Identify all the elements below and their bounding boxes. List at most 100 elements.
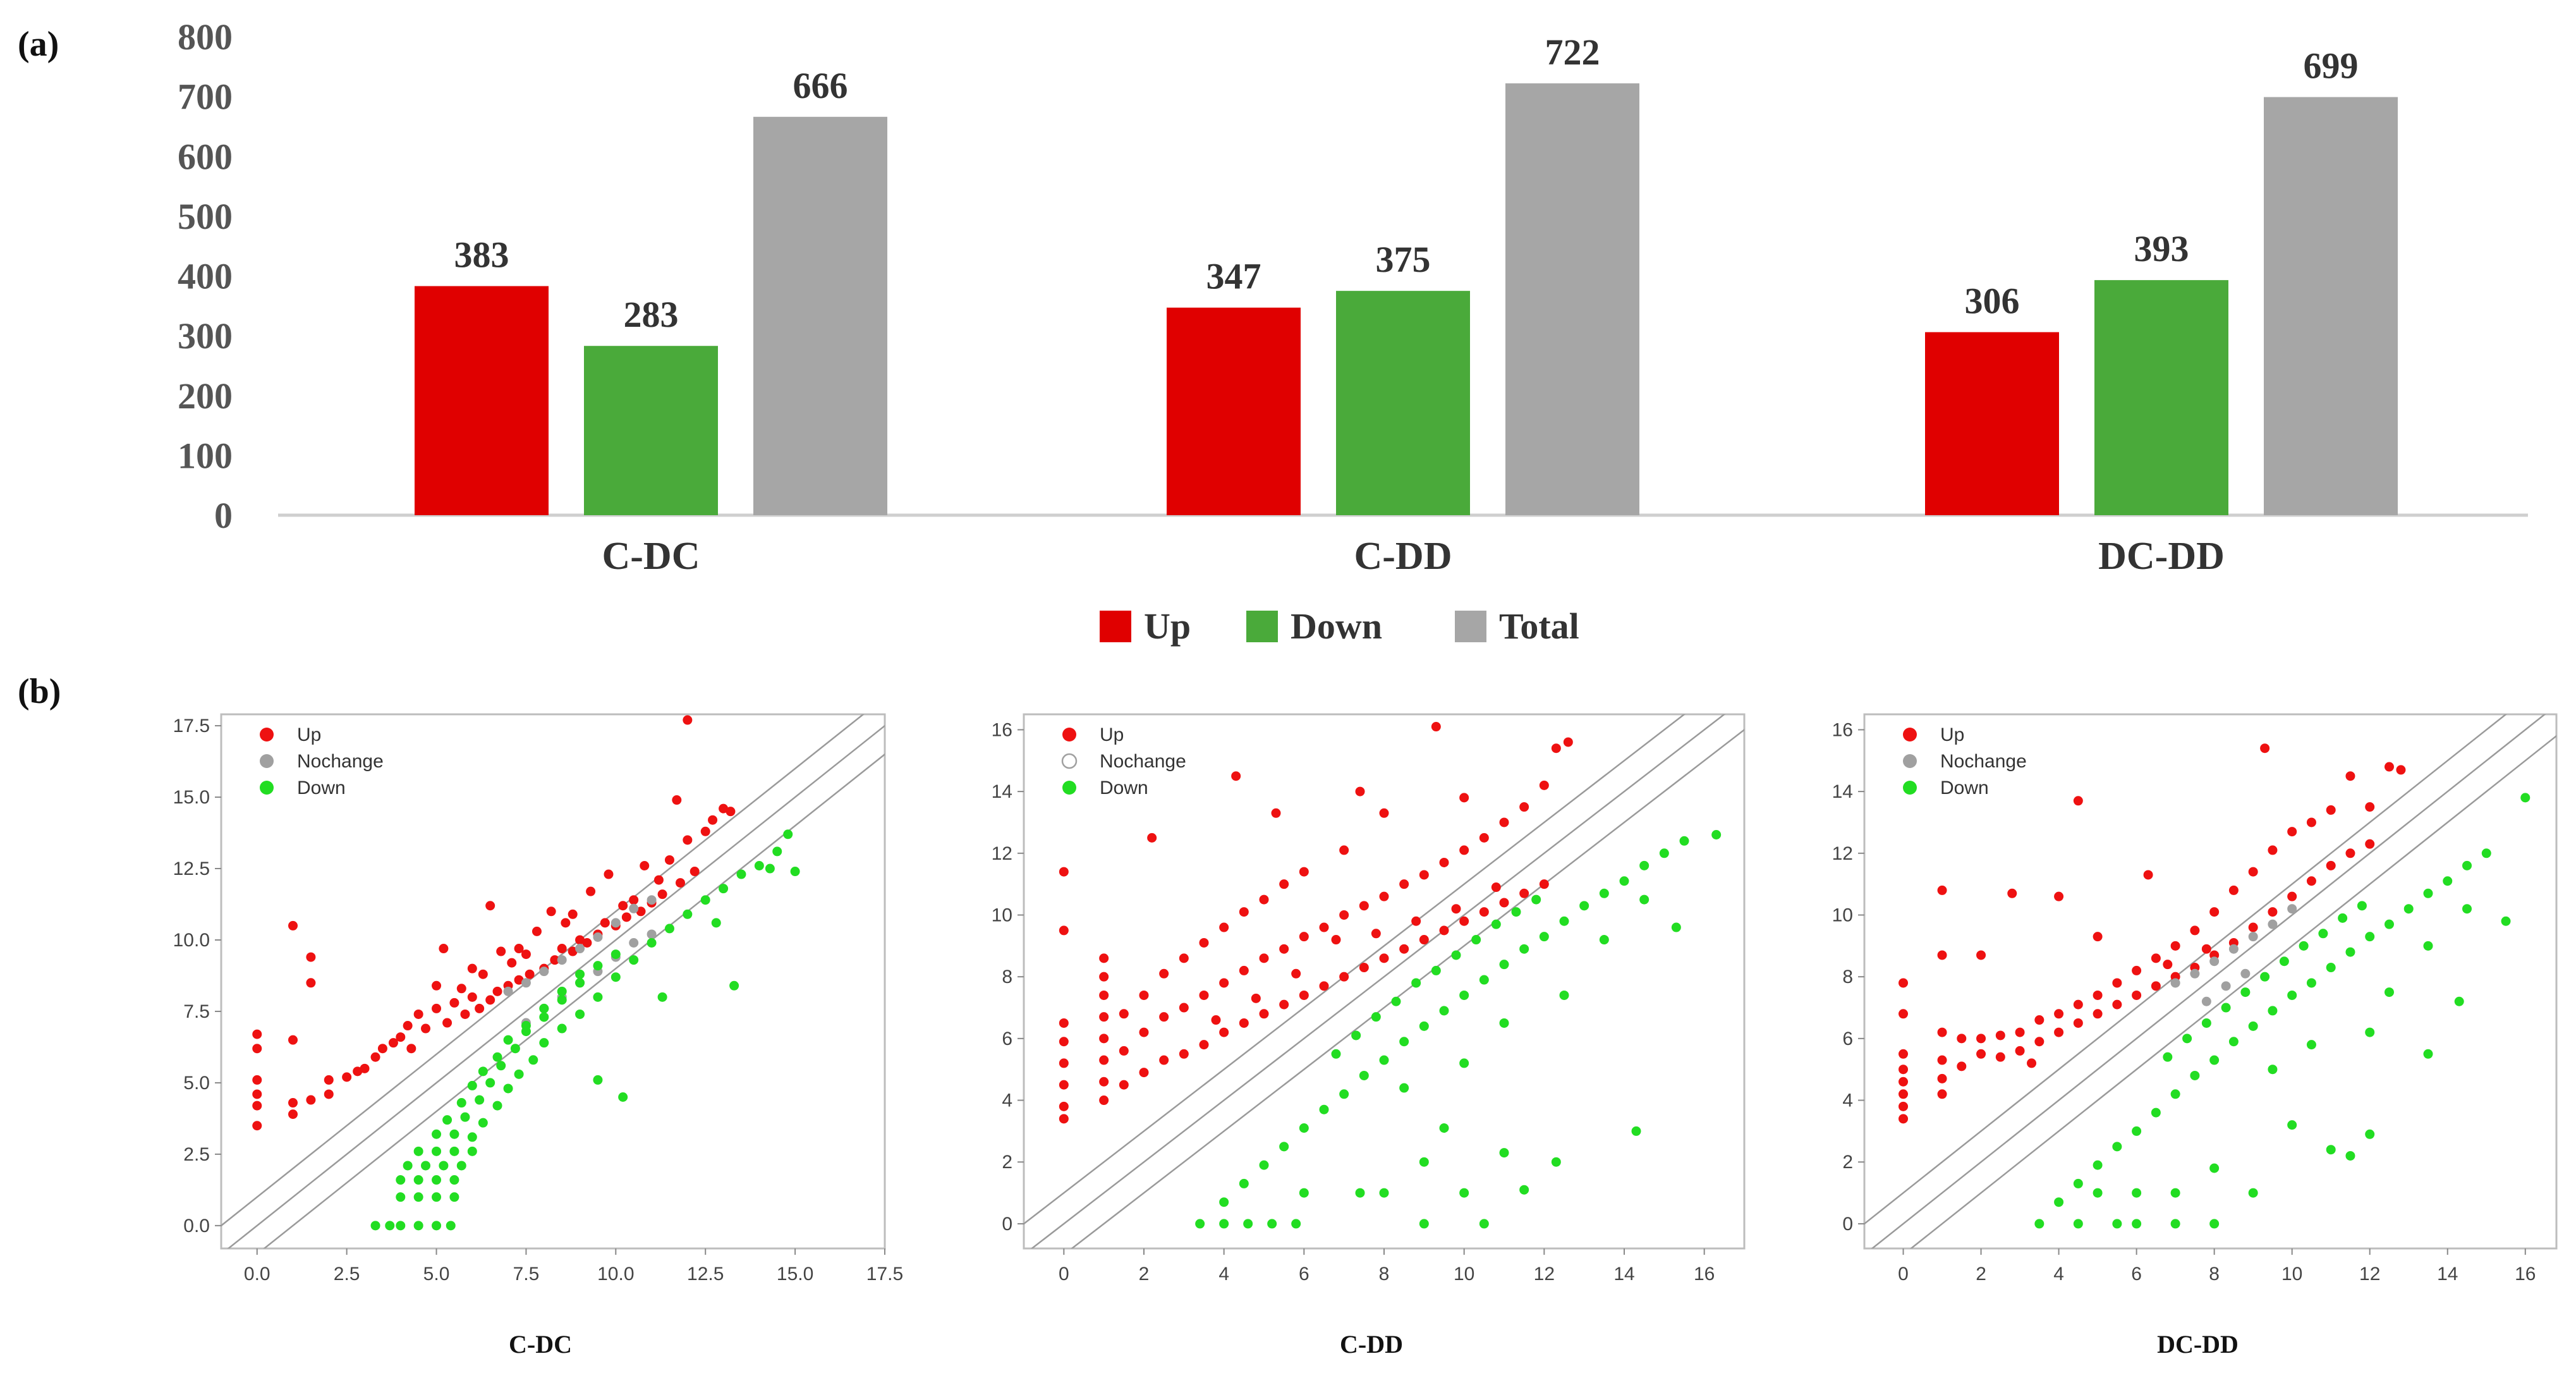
point-up <box>1371 929 1381 939</box>
point-up <box>1451 904 1461 914</box>
legend-marker-nochange <box>260 754 274 768</box>
x-tick-label: 12 <box>2359 1264 2380 1285</box>
point-down <box>2299 941 2309 951</box>
point-up <box>1291 968 1301 979</box>
point-up <box>521 949 531 960</box>
y-tick-label: 10 <box>1832 905 1853 925</box>
point-down <box>2268 1065 2278 1075</box>
point-down <box>396 1192 406 1202</box>
point-up <box>568 946 578 956</box>
point-down <box>510 1044 520 1054</box>
point-up <box>1519 802 1529 812</box>
x-tick-label: 6 <box>1299 1264 1309 1285</box>
point-up <box>1439 857 1449 867</box>
legend-label-down: Down <box>1100 778 1148 798</box>
point-up <box>252 1075 262 1085</box>
point-up <box>675 878 685 888</box>
y-tick-label: 2 <box>1002 1152 1012 1173</box>
point-up <box>1059 867 1069 877</box>
point-down <box>467 1146 477 1156</box>
point-up <box>1899 1077 1909 1087</box>
point-down <box>1391 996 1401 1006</box>
point-up <box>2190 925 2200 936</box>
point-down <box>514 1069 524 1079</box>
point-up <box>1459 845 1469 855</box>
point-nochange <box>647 895 657 905</box>
point-up <box>586 886 596 896</box>
point-down <box>711 918 721 928</box>
point-down <box>2132 1188 2142 1198</box>
point-up <box>1271 808 1281 818</box>
point-up <box>2287 827 2297 837</box>
y-tick-label: 10 <box>992 905 1012 925</box>
point-up <box>2260 743 2270 754</box>
x-tick-label: 0 <box>1059 1264 1069 1285</box>
point-up <box>252 1089 262 1099</box>
point-down <box>2365 1129 2375 1139</box>
point-up <box>1099 1034 1109 1044</box>
point-down <box>370 1221 380 1231</box>
point-up <box>1159 1055 1169 1065</box>
point-down <box>575 969 585 979</box>
legend-marker-up <box>1062 728 1076 741</box>
point-down <box>1639 894 1649 905</box>
point-down <box>2338 913 2348 923</box>
point-up <box>1059 1018 1069 1028</box>
point-up <box>621 912 631 922</box>
point-up <box>252 1121 262 1131</box>
point-up <box>1499 817 1509 827</box>
point-down <box>575 1009 585 1019</box>
point-up <box>353 1066 363 1077</box>
point-up <box>2027 1058 2037 1068</box>
bar-down-c-dc <box>584 346 718 515</box>
legend-marker-nochange <box>1903 754 1917 768</box>
point-up <box>2015 1027 2025 1037</box>
x-tick-label: 2 <box>1139 1264 1150 1285</box>
point-up <box>1239 907 1249 917</box>
point-down <box>521 1021 531 1031</box>
point-down <box>1291 1219 1301 1229</box>
y-tick-label: 500 <box>178 196 233 237</box>
point-up <box>1399 879 1409 889</box>
point-up <box>475 1003 485 1013</box>
x-tick-label: 0 <box>1898 1264 1909 1285</box>
point-up <box>2326 805 2336 815</box>
point-down <box>2268 1006 2278 1016</box>
point-up <box>2306 817 2316 827</box>
point-up <box>1239 1018 1249 1028</box>
point-down <box>449 1129 459 1139</box>
point-up <box>1119 1009 1129 1019</box>
point-down <box>2454 996 2464 1006</box>
point-nochange <box>2228 944 2239 954</box>
point-up <box>2326 860 2336 870</box>
point-up <box>478 969 488 979</box>
point-up <box>1563 737 1573 747</box>
point-down <box>442 1115 453 1125</box>
point-down <box>2384 987 2394 998</box>
point-up <box>683 715 693 725</box>
point-down <box>2279 956 2289 967</box>
point-down <box>1379 1188 1389 1198</box>
point-down <box>1459 990 1469 1000</box>
point-up <box>370 1052 380 1062</box>
point-up <box>2151 953 2161 963</box>
point-up <box>1139 1068 1149 1078</box>
point-down <box>1431 965 1441 975</box>
point-down <box>1499 1148 1509 1158</box>
point-down <box>629 955 639 965</box>
point-down <box>611 972 621 982</box>
point-up <box>1439 925 1449 936</box>
point-down <box>765 863 775 874</box>
point-up <box>719 803 729 814</box>
point-down <box>1479 1219 1489 1229</box>
point-down <box>1539 932 1549 942</box>
point-down <box>2520 793 2530 803</box>
point-down <box>2287 990 2297 1000</box>
x-tick-label: 8 <box>2209 1264 2220 1285</box>
x-tick-label: 6 <box>2131 1264 2142 1285</box>
point-down <box>1471 935 1481 945</box>
point-up <box>1957 1034 1967 1044</box>
point-down <box>413 1192 423 1202</box>
legend-label-total: Total <box>1499 606 1579 647</box>
x-tick-label: 0.0 <box>244 1264 270 1285</box>
